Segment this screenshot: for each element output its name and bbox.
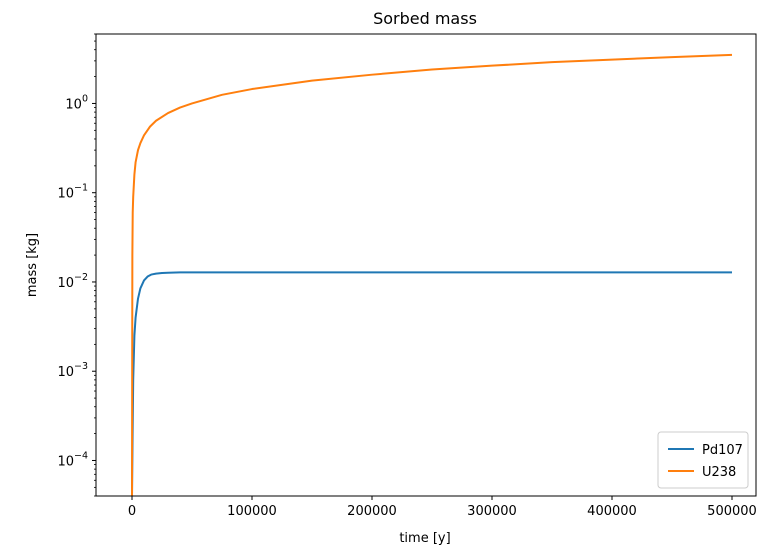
- legend: Pd107 U238: [657, 431, 749, 489]
- x-axis-label: time [y]: [399, 531, 450, 546]
- legend-label-u238: U238: [702, 465, 736, 480]
- plot-frame: [95, 33, 757, 497]
- y-tick-label: 100: [65, 93, 88, 112]
- x-tick-label: 0: [128, 504, 136, 519]
- y-tick-label: 10−3: [57, 361, 88, 380]
- x-tick-label: 400000: [587, 504, 637, 519]
- y-tick-label: 10−1: [57, 183, 88, 202]
- y-axis-label: mass [kg]: [25, 233, 40, 297]
- y-tick-label: 10−2: [57, 272, 88, 291]
- chart-title: Sorbed mass: [373, 9, 477, 28]
- series-line-u238: [131, 53, 733, 497]
- legend-label-pd107: Pd107: [702, 443, 743, 458]
- x-tick-label: 500000: [707, 504, 757, 519]
- legend-box: [657, 431, 749, 489]
- x-tick-label: 300000: [467, 504, 517, 519]
- series-line-pd107: [131, 271, 732, 497]
- x-tick-label: 200000: [347, 504, 397, 519]
- x-tick-label: 100000: [227, 504, 277, 519]
- x-axis-ticks: 0 100000 200000 300000 400000 500000: [128, 496, 757, 519]
- y-axis-ticks: 10−4 10−3 10−2 10−1 100: [57, 33, 96, 497]
- y-tick-label: 10−4: [57, 450, 88, 469]
- series-lines: [131, 53, 733, 497]
- plot-area: [96, 34, 756, 496]
